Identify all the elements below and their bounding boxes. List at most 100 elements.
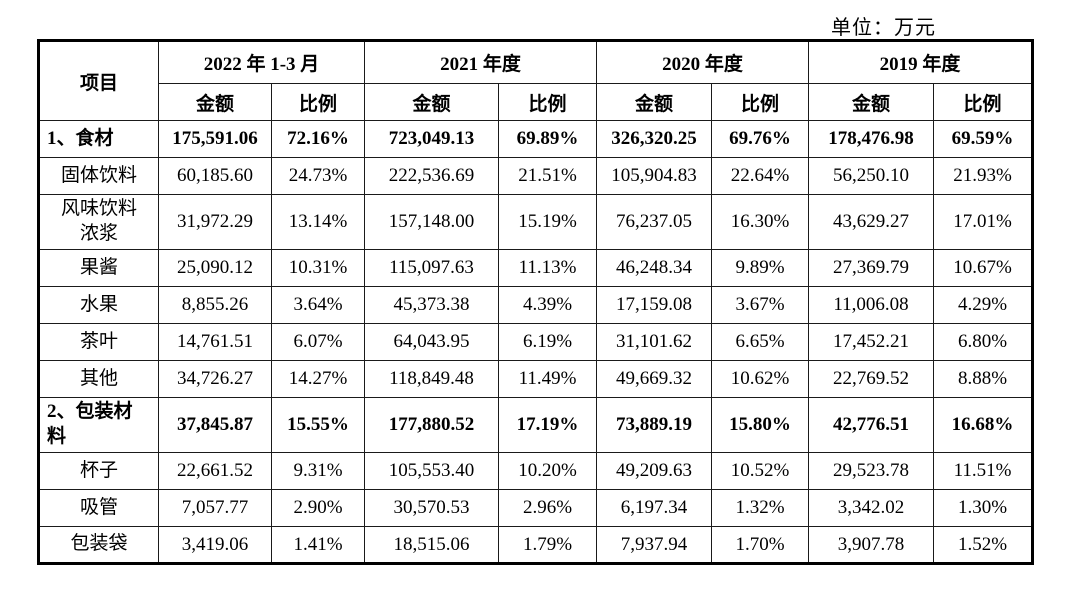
- amount-cell: 222,536.69: [364, 157, 500, 195]
- row-label: 果酱: [38, 249, 159, 287]
- amount-cell: 42,776.51: [808, 397, 935, 453]
- table-row: 1、食材 175,591.06 72.16% 723,049.13 69.89% 326,…: [38, 120, 1034, 158]
- amount-cell: 3,907.78: [808, 526, 935, 564]
- ratio-cell: 13.14%: [270, 194, 366, 250]
- ratio-cell: 17.19%: [498, 397, 598, 453]
- amount-cell: 326,320.25: [596, 120, 713, 158]
- table-body: 1、食材 175,591.06 72.16% 723,049.13 69.89% 326,…: [38, 120, 1034, 564]
- col-header-period-2019: 2019 年度: [808, 40, 1034, 84]
- ratio-cell: 10.31%: [270, 249, 366, 287]
- ratio-cell: 10.20%: [498, 452, 598, 490]
- row-label: 吸管: [38, 489, 159, 527]
- ratio-cell: 22.64%: [711, 157, 810, 195]
- amount-cell: 31,101.62: [596, 323, 713, 361]
- amount-cell: 31,972.29: [158, 194, 272, 250]
- table-row: 风味饮料 浓浆 31,972.29 13.14% 157,148.00 15.19% 76…: [38, 194, 1034, 250]
- ratio-cell: 1.70%: [711, 526, 810, 564]
- col-header-ratio: 比例: [711, 83, 810, 121]
- ratio-cell: 1.52%: [933, 526, 1034, 564]
- table-row: 杯子 22,661.52 9.31% 105,553.40 10.20% 49,209.6…: [38, 452, 1034, 490]
- ratio-cell: 11.49%: [498, 360, 598, 398]
- ratio-cell: 15.19%: [498, 194, 598, 250]
- ratio-cell: 9.31%: [270, 452, 366, 490]
- ratio-cell: 9.89%: [711, 249, 810, 287]
- ratio-cell: 16.30%: [711, 194, 810, 250]
- row-label: 包装袋: [38, 526, 159, 564]
- row-label: 水果: [38, 286, 159, 324]
- amount-cell: 25,090.12: [158, 249, 272, 287]
- row-label: 杯子: [38, 452, 159, 490]
- table-row: 包装袋 3,419.06 1.41% 18,515.06 1.79% 7,937.94 1.…: [38, 526, 1034, 564]
- amount-cell: 76,237.05: [596, 194, 713, 250]
- ratio-cell: 14.27%: [270, 360, 366, 398]
- amount-cell: 3,342.02: [808, 489, 935, 527]
- ratio-cell: 3.64%: [270, 286, 366, 324]
- table-header-period-row: 项目 2022 年 1-3 月 2021 年度 2020 年度 2019 年度: [38, 40, 1034, 121]
- amount-cell: 49,669.32: [596, 360, 713, 398]
- amount-cell: 34,726.27: [158, 360, 272, 398]
- amount-cell: 14,761.51: [158, 323, 272, 361]
- ratio-cell: 6.07%: [270, 323, 366, 361]
- row-label: 固体饮料: [38, 157, 159, 195]
- row-label: 风味饮料 浓浆: [38, 194, 159, 250]
- amount-cell: 29,523.78: [808, 452, 935, 490]
- table-row: 2、包装材 料 37,845.87 15.55% 177,880.52 17.19% 73…: [38, 397, 1034, 453]
- amount-cell: 105,553.40: [364, 452, 500, 490]
- amount-cell: 37,845.87: [158, 397, 272, 453]
- col-header-period-2020: 2020 年度: [596, 40, 810, 84]
- amount-cell: 45,373.38: [364, 286, 500, 324]
- amount-cell: 64,043.95: [364, 323, 500, 361]
- col-header-ratio: 比例: [933, 83, 1034, 121]
- ratio-cell: 11.51%: [933, 452, 1034, 490]
- ratio-cell: 69.89%: [498, 120, 598, 158]
- amount-cell: 723,049.13: [364, 120, 500, 158]
- ratio-cell: 1.79%: [498, 526, 598, 564]
- ratio-cell: 21.93%: [933, 157, 1034, 195]
- ratio-cell: 1.41%: [270, 526, 366, 564]
- table-row: 果酱 25,090.12 10.31% 115,097.63 11.13% 46,248.…: [38, 249, 1034, 287]
- table-row: 水果 8,855.26 3.64% 45,373.38 4.39% 17,159.08 3.…: [38, 286, 1034, 324]
- row-label: 其他: [38, 360, 159, 398]
- row-label: 2、包装材 料: [38, 397, 159, 453]
- table-row: 茶叶 14,761.51 6.07% 64,043.95 6.19% 31,101.62 6…: [38, 323, 1034, 361]
- col-header-ratio: 比例: [498, 83, 598, 121]
- amount-cell: 7,937.94: [596, 526, 713, 564]
- col-header-period-2022: 2022 年 1-3 月: [157, 40, 366, 84]
- amount-cell: 8,855.26: [158, 286, 272, 324]
- ratio-cell: 1.30%: [933, 489, 1034, 527]
- ratio-cell: 2.90%: [270, 489, 366, 527]
- ratio-cell: 10.62%: [711, 360, 810, 398]
- amount-cell: 178,476.98: [808, 120, 935, 158]
- amount-cell: 18,515.06: [364, 526, 500, 564]
- col-header-amount: 金额: [158, 83, 272, 121]
- amount-cell: 56,250.10: [808, 157, 935, 195]
- unit-label: 单位：万元: [831, 17, 936, 39]
- amount-cell: 157,148.00: [364, 194, 500, 250]
- amount-cell: 3,419.06: [158, 526, 272, 564]
- amount-cell: 105,904.83: [596, 157, 713, 195]
- amount-cell: 27,369.79: [808, 249, 935, 287]
- table-header: 项目 2022 年 1-3 月 2021 年度 2020 年度 2019 年度 …: [38, 40, 1034, 121]
- ratio-cell: 21.51%: [498, 157, 598, 195]
- ratio-cell: 10.52%: [711, 452, 810, 490]
- row-label: 茶叶: [38, 323, 159, 361]
- amount-cell: 30,570.53: [364, 489, 500, 527]
- ratio-cell: 15.80%: [711, 397, 810, 453]
- table-row: 其他 34,726.27 14.27% 118,849.48 11.49% 49,669.…: [38, 360, 1034, 398]
- col-header-period-2021: 2021 年度: [364, 40, 598, 84]
- ratio-cell: 69.59%: [933, 120, 1034, 158]
- amount-cell: 49,209.63: [596, 452, 713, 490]
- col-header-item: 项目: [38, 40, 159, 121]
- cost-composition-table: 项目 2022 年 1-3 月 2021 年度 2020 年度 2019 年度 …: [37, 39, 1035, 565]
- amount-cell: 46,248.34: [596, 249, 713, 287]
- col-header-amount: 金额: [596, 83, 713, 121]
- amount-cell: 175,591.06: [158, 120, 272, 158]
- ratio-cell: 69.76%: [711, 120, 810, 158]
- amount-cell: 7,057.77: [158, 489, 272, 527]
- table-row: 吸管 7,057.77 2.90% 30,570.53 2.96% 6,197.34 1.3…: [38, 489, 1034, 527]
- ratio-cell: 6.19%: [498, 323, 598, 361]
- amount-cell: 115,097.63: [364, 249, 500, 287]
- ratio-cell: 4.29%: [933, 286, 1034, 324]
- col-header-amount: 金额: [808, 83, 935, 121]
- amount-cell: 22,769.52: [808, 360, 935, 398]
